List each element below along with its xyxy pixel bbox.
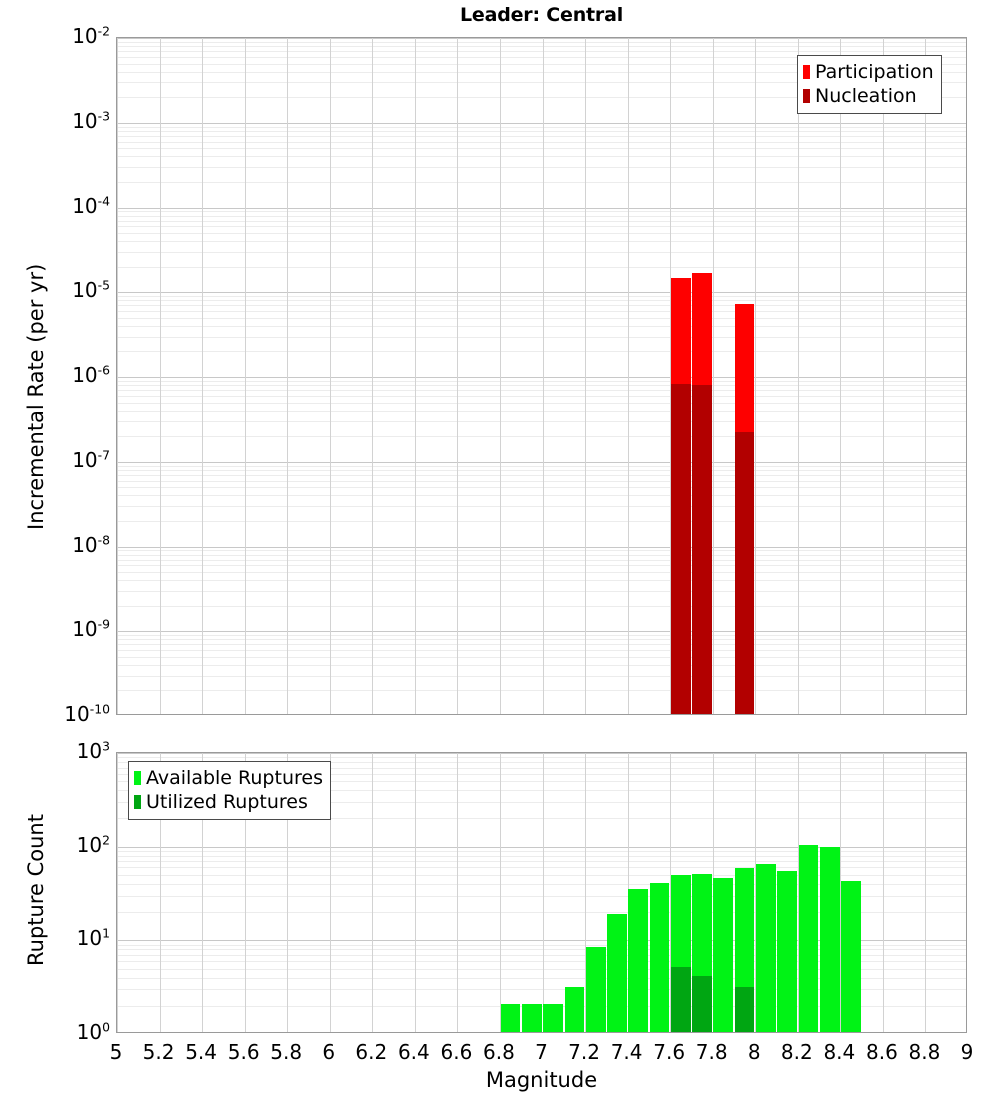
y-tick-label: 10-6 xyxy=(72,362,110,387)
x-tick-label: 7.4 xyxy=(610,1040,643,1064)
y-tick-label: 10-4 xyxy=(72,192,110,218)
bar-available-ruptures xyxy=(756,864,776,1032)
x-tick-label: 5.8 xyxy=(270,1040,303,1064)
bar-utilized-ruptures xyxy=(692,975,712,1032)
y-axis-ticks-bottom: 103 102 101 100 xyxy=(0,0,110,1100)
bar-available-ruptures xyxy=(798,844,819,1032)
x-tick-label: 6 xyxy=(322,1040,336,1064)
legend-label-participation: Participation xyxy=(815,60,934,83)
x-tick-label: 8.4 xyxy=(823,1040,856,1064)
legend-item-nucleation[interactable]: Nucleation xyxy=(803,84,934,108)
x-tick-label: 5 xyxy=(109,1040,123,1064)
x-tick-label: 6.6 xyxy=(440,1040,473,1064)
x-tick-label: 8.6 xyxy=(865,1040,898,1064)
rupture-count-plot xyxy=(116,752,967,1033)
bar-available-ruptures xyxy=(841,880,861,1032)
y-tick-label: 10-5 xyxy=(72,277,110,303)
x-tick-label: 5.4 xyxy=(185,1040,217,1064)
y-tick-label: 101 xyxy=(76,925,110,951)
bars-incremental-rate xyxy=(117,38,966,714)
x-tick-label: 7.2 xyxy=(568,1040,600,1064)
legend-rupture-count: Available Ruptures Utilized Ruptures xyxy=(128,761,331,820)
incremental-rate-plot xyxy=(116,37,967,715)
bar-utilized-ruptures xyxy=(734,987,755,1032)
x-tick-label: 5.2 xyxy=(142,1040,175,1064)
bar-nucleation xyxy=(692,384,712,714)
bar-available-ruptures xyxy=(607,914,627,1032)
y-axis-label-top: Incremental Rate (per yr) xyxy=(24,263,48,530)
x-tick-label: 7.8 xyxy=(695,1040,728,1064)
bar-available-ruptures xyxy=(713,878,734,1032)
x-tick-label: 9 xyxy=(960,1040,974,1064)
y-tick-label: 10-8 xyxy=(72,531,110,557)
x-tick-label: 6.2 xyxy=(355,1040,388,1064)
legend-item-utilized-ruptures[interactable]: Utilized Ruptures xyxy=(134,790,323,814)
bar-available-ruptures xyxy=(649,882,670,1032)
legend-incremental-rate: Participation Nucleation xyxy=(797,55,942,114)
page-title: Leader: Central xyxy=(459,4,624,26)
y-tick-label: 102 xyxy=(76,832,110,857)
y-axis-label-bottom: Rupture Count xyxy=(24,814,48,966)
bar-available-ruptures xyxy=(777,871,798,1032)
bars-rupture-count xyxy=(117,753,966,1032)
y-tick-label: 10-9 xyxy=(72,616,110,642)
bar-utilized-ruptures xyxy=(670,966,691,1032)
legend-swatch-utilized-ruptures xyxy=(134,795,141,809)
legend-item-participation[interactable]: Participation xyxy=(803,60,934,84)
bar-available-ruptures xyxy=(521,1003,542,1032)
y-tick-label: 100 xyxy=(76,1019,110,1044)
bar-nucleation xyxy=(670,383,691,714)
legend-swatch-available-ruptures xyxy=(134,771,141,785)
legend-item-available-ruptures[interactable]: Available Ruptures xyxy=(134,766,323,790)
x-tick-label: 8.2 xyxy=(780,1040,813,1064)
legend-label-nucleation: Nucleation xyxy=(815,84,917,107)
y-tick-label: 10-10 xyxy=(64,701,110,726)
y-tick-label: 10-7 xyxy=(72,447,110,472)
bar-available-ruptures xyxy=(500,1003,521,1032)
legend-swatch-nucleation xyxy=(803,89,810,103)
x-axis-label: Magnitude xyxy=(485,1068,598,1092)
bar-available-ruptures xyxy=(585,947,606,1032)
legend-swatch-participation xyxy=(803,65,810,79)
x-tick-label: 5.6 xyxy=(227,1040,260,1064)
legend-label-utilized-ruptures: Utilized Ruptures xyxy=(146,790,308,813)
x-tick-label: 7 xyxy=(535,1040,548,1064)
bar-available-ruptures xyxy=(543,1003,564,1032)
bar-available-ruptures xyxy=(819,846,840,1032)
x-tick-label: 8.8 xyxy=(908,1040,941,1064)
bar-available-ruptures xyxy=(564,987,585,1032)
bar-available-ruptures xyxy=(628,888,649,1032)
x-tick-label: 6.8 xyxy=(483,1040,515,1064)
y-tick-label: 10-2 xyxy=(72,23,110,48)
y-tick-label: 10-3 xyxy=(72,108,110,133)
bar-nucleation xyxy=(734,432,755,714)
x-tick-label: 6.4 xyxy=(397,1040,430,1064)
y-tick-label: 103 xyxy=(76,738,110,763)
y-axis-ticks-top: 10-2 10-3 10-4 10-5 10-6 10-7 10-8 10-9 10-10 xyxy=(0,0,110,1100)
legend-label-available-ruptures: Available Ruptures xyxy=(146,766,323,789)
x-tick-label: 7.6 xyxy=(653,1040,686,1064)
x-tick-label: 8 xyxy=(747,1040,761,1064)
